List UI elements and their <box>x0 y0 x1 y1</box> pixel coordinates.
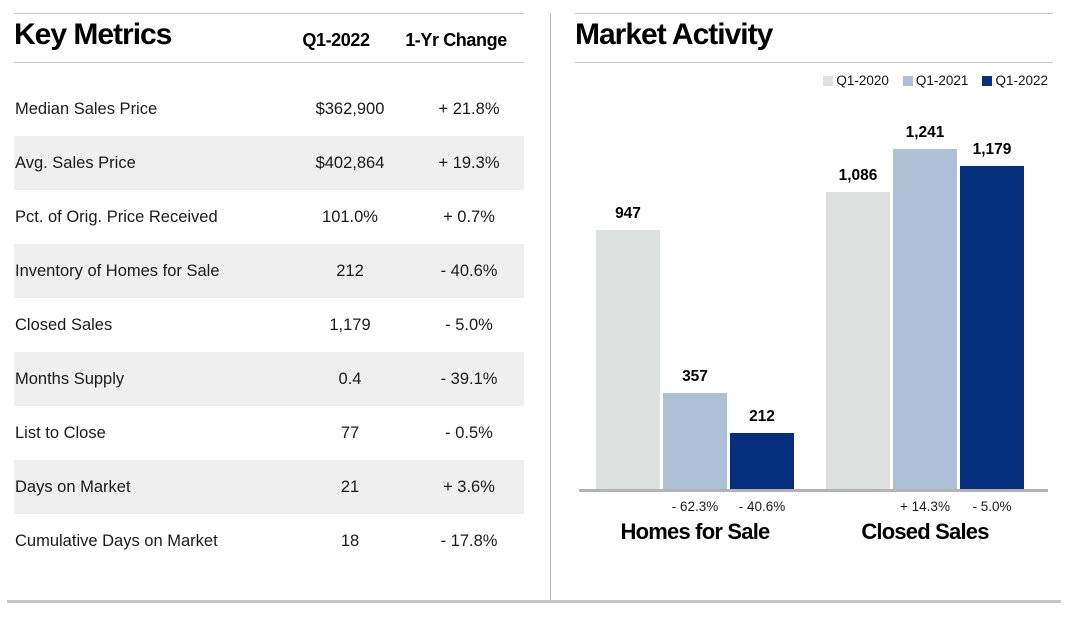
metric-change: + 21.8% <box>438 99 500 118</box>
key-metrics-title: Key Metrics <box>14 18 172 51</box>
table-row: Closed Sales 1,179 - 5.0% <box>14 298 524 352</box>
table-row: Months Supply 0.4 - 39.1% <box>14 352 524 406</box>
metric-label: List to Close <box>15 423 106 442</box>
metric-value: 101.0% <box>322 207 378 226</box>
bar-value-label: 947 <box>615 205 641 222</box>
metric-label: Inventory of Homes for Sale <box>15 261 220 280</box>
bottom-rule <box>7 600 1061 603</box>
metric-value: 21 <box>340 477 360 496</box>
chart-bar <box>730 433 794 491</box>
metric-change: + 0.7% <box>443 207 495 226</box>
metric-change: + 19.3% <box>438 153 500 172</box>
bar-value-label: 357 <box>682 368 708 385</box>
metric-label: Pct. of Orig. Price Received <box>15 207 218 226</box>
bar-change-label: - 5.0% <box>972 499 1012 514</box>
bar-value-label: 212 <box>749 408 775 425</box>
legend-label: Q1-2022 <box>995 73 1048 88</box>
metric-label: Days on Market <box>15 477 131 496</box>
chart-bar <box>596 230 660 491</box>
legend-swatch-icon <box>982 75 993 86</box>
table-row: Cumulative Days on Market 18 - 17.8% <box>14 514 524 568</box>
metric-value: 1,179 <box>329 315 371 334</box>
key-metrics-header-rule <box>14 62 524 63</box>
table-row: Pct. of Orig. Price Received 101.0% + 0.7% <box>14 190 524 244</box>
chart-bar <box>663 393 727 491</box>
chart-bar <box>893 149 957 491</box>
legend-swatch-icon <box>902 75 913 86</box>
metric-value: 18 <box>340 531 360 550</box>
metric-change: + 3.6% <box>443 477 495 496</box>
legend-item: Q1-2021 <box>902 73 969 88</box>
category-label: Homes for Sale <box>620 519 771 544</box>
metric-change: - 5.0% <box>445 315 493 334</box>
market-activity-title: Market Activity <box>575 18 773 51</box>
table-row: Avg. Sales Price $402,864 + 19.3% <box>14 136 524 190</box>
key-metrics-table: Median Sales Price $362,900 + 21.8% Avg. Sa… <box>14 82 524 568</box>
legend-swatch-icon <box>823 75 834 86</box>
legend-item: Q1-2020 <box>823 73 889 88</box>
column-header-q1-2022: Q1-2022 <box>302 30 370 50</box>
metric-change: - 0.5% <box>445 423 493 442</box>
table-row: Days on Market 21 + 3.6% <box>14 460 524 514</box>
metric-label: Months Supply <box>15 369 125 388</box>
chart-bar <box>960 166 1024 491</box>
bar-change-label: - 40.6% <box>738 499 786 514</box>
category-label: Closed Sales <box>861 519 989 544</box>
metric-value: $402,864 <box>315 153 385 172</box>
metric-change: - 40.6% <box>440 261 498 280</box>
metric-value: 212 <box>336 261 364 280</box>
metric-value: $362,900 <box>315 99 385 118</box>
table-row: List to Close 77 - 0.5% <box>14 406 524 460</box>
table-row: Inventory of Homes for Sale 212 - 40.6% <box>14 244 524 298</box>
legend-label: Q1-2021 <box>915 73 969 88</box>
bar-change-label: + 14.3% <box>900 499 950 514</box>
bar-value-label: 1,179 <box>972 141 1012 158</box>
chart-legend: Q1-2020 Q1-2021 Q1-2022 <box>575 73 1048 88</box>
table-row: Median Sales Price $362,900 + 21.8% <box>14 82 524 136</box>
legend-label: Q1-2020 <box>836 73 889 88</box>
bar-value-label: 1,241 <box>905 124 945 141</box>
metric-label: Closed Sales <box>15 315 113 334</box>
metric-value: 0.4 <box>338 369 362 388</box>
market-activity-header-rule <box>575 62 1053 63</box>
key-metrics-top-rule <box>14 13 524 14</box>
chart-x-axis <box>579 489 1048 492</box>
metric-label: Cumulative Days on Market <box>15 531 218 550</box>
market-activity-top-rule <box>575 13 1053 14</box>
metric-value: 77 <box>340 423 360 442</box>
bar-change-label: - 62.3% <box>671 499 719 514</box>
metric-change: - 39.1% <box>440 369 498 388</box>
bar-value-label: 1,086 <box>838 167 878 184</box>
column-header-1yr-change: 1-Yr Change <box>405 30 507 50</box>
metric-change: - 17.8% <box>440 531 498 550</box>
metric-label: Avg. Sales Price <box>15 153 136 172</box>
metric-label: Median Sales Price <box>15 99 158 118</box>
legend-item: Q1-2022 <box>982 73 1048 88</box>
chart-bar <box>826 192 890 491</box>
panel-divider <box>550 13 551 602</box>
